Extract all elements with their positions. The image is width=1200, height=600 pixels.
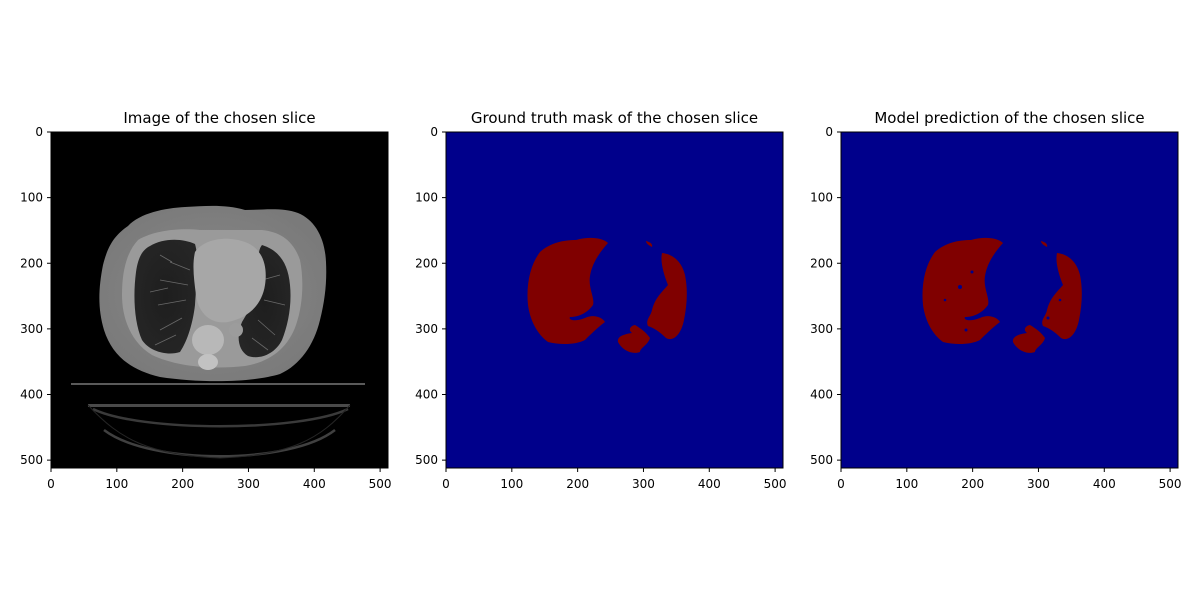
y-tick-label: 100 <box>810 191 833 205</box>
y-tick-label: 500 <box>415 453 438 467</box>
prediction-mask <box>922 237 1082 353</box>
x-tick-label: 400 <box>698 477 721 491</box>
x-tick-label: 500 <box>369 477 392 491</box>
y-tick-label: 300 <box>20 322 43 336</box>
x-tick-label: 200 <box>171 477 194 491</box>
axes-layer: 0 100 200 300 400 500 0 100 200 300 400 500 0 100 200 3… <box>20 125 1181 491</box>
x-tick-label: 300 <box>632 477 655 491</box>
y-tick-label: 300 <box>415 322 438 336</box>
ground-truth-title: Ground truth mask of the chosen slice <box>471 109 758 127</box>
ct-image-content <box>71 205 365 459</box>
x-tick-label: 300 <box>1027 477 1050 491</box>
x-tick-label: 200 <box>961 477 984 491</box>
y-tick-label: 200 <box>20 256 43 270</box>
prediction-panel: Model prediction of the chosen slice <box>840 109 1179 469</box>
prediction-title: Model prediction of the chosen slice <box>874 109 1144 127</box>
ground-truth-panel: Ground truth mask of the chosen slice <box>445 109 784 469</box>
prediction-mask-holes <box>943 270 1062 332</box>
y-tick-label: 300 <box>810 322 833 336</box>
x-tick-label: 100 <box>895 477 918 491</box>
x-tick-label: 400 <box>303 477 326 491</box>
y-tick-label: 200 <box>810 256 833 270</box>
prediction-background <box>841 132 1178 468</box>
x-tick-label: 300 <box>237 477 260 491</box>
y-tick-label: 500 <box>810 453 833 467</box>
y-tick-label: 0 <box>35 125 43 139</box>
x-tick-label: 0 <box>837 477 845 491</box>
y-tick-label: 100 <box>415 191 438 205</box>
y-tick-label: 100 <box>20 191 43 205</box>
x-tick-label: 500 <box>1159 477 1182 491</box>
y-tick-label: 400 <box>20 388 43 402</box>
y-tick-label: 400 <box>415 388 438 402</box>
ct-image-title: Image of the chosen slice <box>123 109 315 127</box>
y-tick-label: 200 <box>415 256 438 270</box>
ground-truth-mask <box>527 237 687 353</box>
x-tick-label: 0 <box>47 477 55 491</box>
ct-image-panel: Image of the chosen slice <box>50 109 389 469</box>
ground-truth-background <box>446 132 783 468</box>
x-tick-label: 100 <box>500 477 523 491</box>
y-tick-label: 400 <box>810 388 833 402</box>
y-tick-label: 0 <box>430 125 438 139</box>
y-tick-label: 0 <box>825 125 833 139</box>
x-tick-label: 200 <box>566 477 589 491</box>
x-tick-label: 400 <box>1093 477 1116 491</box>
x-tick-label: 100 <box>105 477 128 491</box>
x-tick-label: 0 <box>442 477 450 491</box>
y-tick-label: 500 <box>20 453 43 467</box>
x-tick-label: 500 <box>764 477 787 491</box>
